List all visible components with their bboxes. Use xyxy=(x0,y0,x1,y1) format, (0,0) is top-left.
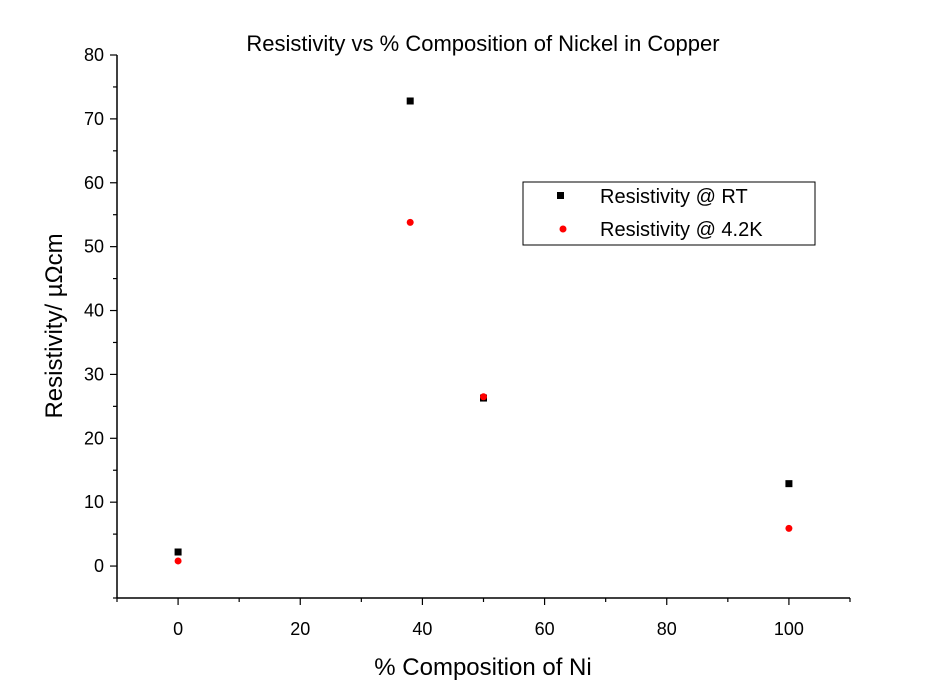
legend: Resistivity @ RT Resistivity @ 4.2K xyxy=(522,181,816,246)
x-tick-label: 0 xyxy=(173,619,183,639)
x-axis-label: % Composition of Ni xyxy=(374,654,591,681)
axes xyxy=(116,55,850,599)
point-rt xyxy=(785,480,793,488)
tick-labels: 0 10 20 30 40 50 60 70 80 0 20 40 60 80 100 xyxy=(84,45,804,639)
data-points xyxy=(174,97,793,565)
y-tick-label: 10 xyxy=(84,492,104,512)
x-tick-label: 40 xyxy=(412,619,432,639)
y-tick-label: 20 xyxy=(84,428,104,448)
y-tick-label: 40 xyxy=(84,301,104,321)
y-tick-label: 70 xyxy=(84,109,104,129)
x-tick-label: 20 xyxy=(290,619,310,639)
legend-label-4k: Resistivity @ 4.2K xyxy=(600,219,763,241)
legend-marker-rt xyxy=(557,192,564,199)
point-4k xyxy=(406,218,414,226)
y-tick-label: 0 xyxy=(94,556,104,576)
chart-title: Resistivity vs % Composition of Nickel i… xyxy=(246,31,719,56)
x-tick-label: 80 xyxy=(657,619,677,639)
y-tick-label: 30 xyxy=(84,364,104,384)
y-tick-label: 60 xyxy=(84,173,104,193)
legend-label-rt: Resistivity @ RT xyxy=(600,186,748,208)
ticks xyxy=(110,54,851,605)
legend-marker-4k xyxy=(559,225,567,233)
x-tick-label: 100 xyxy=(774,619,804,639)
legend-box xyxy=(522,181,816,246)
y-tick-label: 80 xyxy=(84,45,104,65)
point-4k xyxy=(174,557,182,565)
point-4k xyxy=(480,393,487,401)
point-rt xyxy=(406,97,414,105)
x-tick-label: 60 xyxy=(535,619,555,639)
y-tick-label: 50 xyxy=(84,237,104,257)
point-4k xyxy=(785,524,793,532)
point-rt xyxy=(174,548,182,556)
y-axis-label: Resistivity/ µΩcm xyxy=(41,233,68,418)
